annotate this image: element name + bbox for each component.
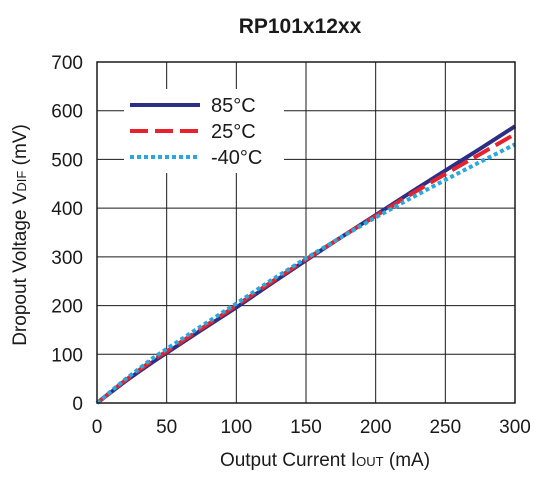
- y-tick-label: 400: [51, 199, 83, 220]
- x-tick-label: 100: [220, 417, 252, 438]
- y-tick-label: 200: [51, 297, 83, 318]
- y-axis-label-sub: DIF: [14, 171, 29, 192]
- series-line-2: [95, 142, 516, 405]
- y-tick-label: 300: [51, 248, 83, 269]
- y-axis-label-main: Dropout Voltage V: [10, 191, 31, 346]
- legend-label-2: -40°C: [211, 147, 262, 169]
- y-tick-label: 100: [51, 345, 83, 366]
- tick-labels: 0 50 100 150 200 250 300 0 100 200 300 400 500 600 700: [51, 53, 531, 438]
- x-axis-label-sub: OUT: [356, 454, 384, 469]
- x-tick-label: 50: [156, 417, 177, 438]
- x-axis-label: Output Current IOUT (mA): [220, 450, 430, 471]
- plot-frame: [96, 61, 516, 404]
- y-tick-label: 600: [51, 102, 83, 123]
- x-tick-label: 250: [429, 417, 461, 438]
- x-tick-label: 150: [290, 417, 322, 438]
- legend-label-0: 85°C: [211, 95, 256, 117]
- x-tick-label: 200: [360, 417, 392, 438]
- x-tick-label: 300: [499, 417, 531, 438]
- y-axis-label: Dropout Voltage VDIF (mV): [10, 124, 31, 346]
- x-axis-label-main: Output Current I: [220, 450, 356, 471]
- series-lines: [95, 124, 517, 405]
- y-axis-label-unit: (mV): [10, 124, 31, 170]
- y-tick-label: 500: [51, 150, 83, 171]
- legend-label-1: 25°C: [211, 121, 256, 143]
- x-tick-label: 0: [92, 417, 103, 438]
- x-axis-label-unit: (mA): [384, 450, 430, 471]
- legend: 85°C 25°C -40°C: [124, 89, 284, 173]
- y-tick-label: 0: [72, 394, 83, 415]
- chart-title: RP101x12xx: [239, 15, 362, 38]
- y-tick-label: 700: [51, 53, 83, 74]
